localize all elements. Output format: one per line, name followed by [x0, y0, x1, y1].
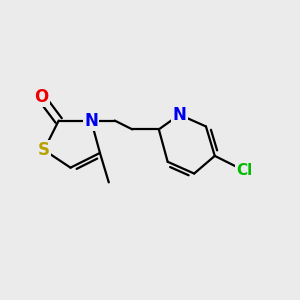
Text: O: O — [34, 88, 48, 106]
Text: S: S — [38, 141, 50, 159]
Text: Cl: Cl — [236, 163, 252, 178]
Text: N: N — [84, 112, 98, 130]
Text: N: N — [172, 106, 186, 124]
